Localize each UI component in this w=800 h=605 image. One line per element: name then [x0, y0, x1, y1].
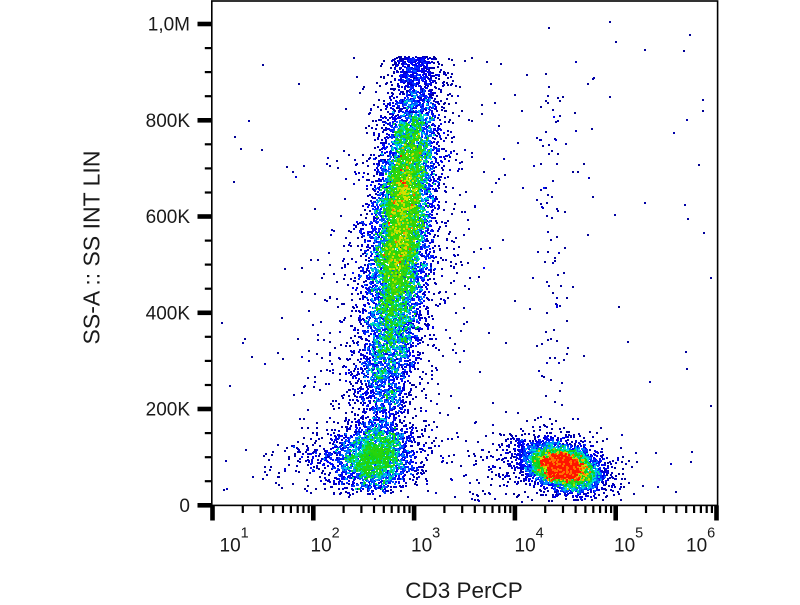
svg-text:2: 2	[332, 526, 340, 542]
svg-text:0: 0	[179, 496, 190, 517]
svg-text:1: 1	[241, 526, 249, 542]
svg-text:CD3 PerCP: CD3 PerCP	[405, 578, 523, 600]
svg-text:1,0M: 1,0M	[148, 15, 190, 36]
svg-text:3: 3	[432, 526, 440, 542]
svg-text:200K: 200K	[146, 400, 191, 421]
svg-text:600K: 600K	[146, 207, 191, 228]
svg-text:10: 10	[515, 536, 536, 557]
svg-text:4: 4	[536, 526, 544, 542]
svg-text:SS-A :: SS INT LIN: SS-A :: SS INT LIN	[79, 151, 105, 345]
svg-text:10: 10	[686, 536, 707, 557]
svg-text:5: 5	[635, 526, 643, 542]
svg-text:10: 10	[220, 536, 241, 557]
svg-text:10: 10	[614, 536, 635, 557]
svg-text:10: 10	[411, 536, 432, 557]
svg-text:6: 6	[707, 526, 715, 542]
svg-text:400K: 400K	[146, 304, 191, 325]
svg-text:800K: 800K	[146, 111, 191, 132]
svg-text:10: 10	[311, 536, 332, 557]
